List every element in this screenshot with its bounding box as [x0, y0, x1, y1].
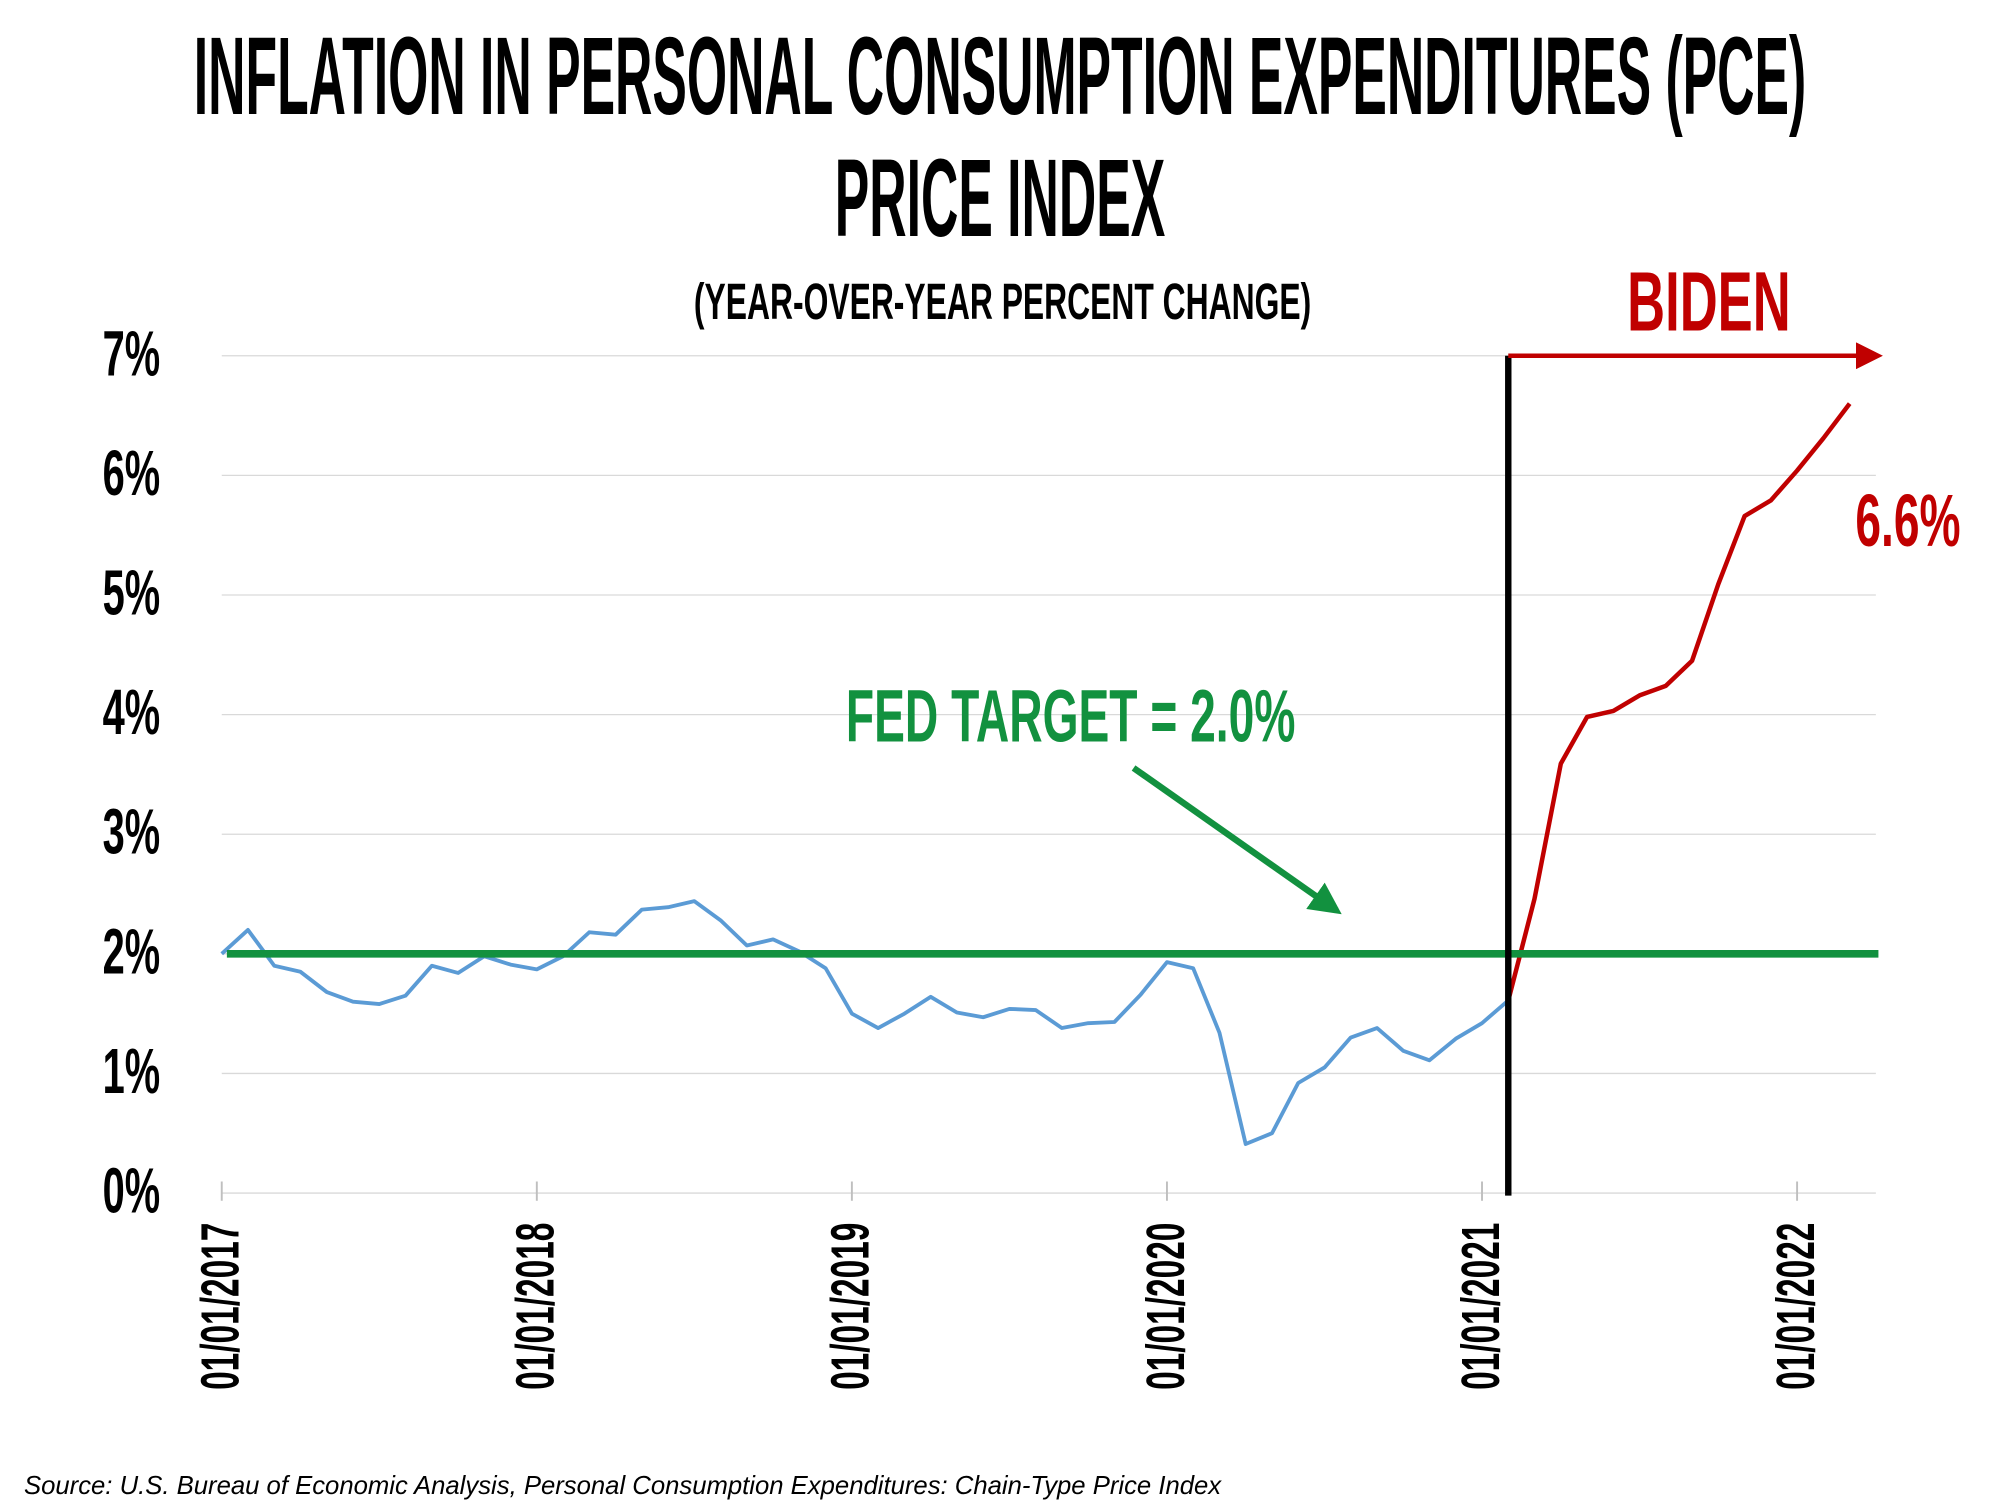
- x-tick-label: 01/01/2020: [1134, 1223, 1195, 1390]
- data-line: [220, 899, 1510, 1146]
- y-tick-label: 1%: [103, 1036, 161, 1107]
- y-tick-label: 5%: [103, 558, 161, 629]
- y-tick-label-group: 7%: [103, 319, 161, 390]
- data-line: [1506, 402, 1852, 1001]
- x-tick-label-group: 01/01/2017: [189, 1223, 250, 1390]
- y-tick-label: 3%: [103, 797, 161, 868]
- y-tick-label-group: 2%: [103, 917, 161, 988]
- y-tick-label: 6%: [103, 438, 161, 509]
- annotation-group: FED TARGET = 2.0%: [846, 675, 1295, 758]
- x-tick-label: 01/01/2018: [504, 1223, 565, 1390]
- x-tick-label-group: 01/01/2019: [819, 1223, 880, 1390]
- y-tick-label-group: 4%: [103, 678, 161, 749]
- y-tick-label-group: 0%: [103, 1156, 161, 1227]
- subtitle: (YEAR-OVER-YEAR PERCENT CHANGE): [694, 274, 1311, 332]
- chart-title: INFLATION IN PERSONAL CONSUMPTION EXPEND…: [193, 15, 1807, 260]
- annotation: FED TARGET = 2.0%: [846, 675, 1295, 758]
- annotation-group: BIDEN: [1627, 254, 1790, 349]
- y-tick-label: 7%: [103, 319, 161, 390]
- x-tick-label-group: 01/01/2018: [504, 1223, 565, 1390]
- subtitle-group: (YEAR-OVER-YEAR PERCENT CHANGE): [694, 274, 1311, 332]
- y-tick-label-group: 1%: [103, 1036, 161, 1107]
- target-arrow: [1131, 765, 1342, 915]
- x-tick-label: 01/01/2017: [189, 1223, 250, 1390]
- x-tick-label-group: 01/01/2020: [1134, 1223, 1195, 1390]
- x-tick-label-group: 01/01/2022: [1765, 1223, 1826, 1390]
- y-tick-label: 0%: [103, 1156, 161, 1227]
- annotation: 6.6%: [1855, 480, 1960, 563]
- x-tick-label: 01/01/2022: [1765, 1223, 1826, 1390]
- y-tick-label: 4%: [103, 678, 161, 749]
- annotation-group: 6.6%: [1855, 480, 1960, 563]
- annotation: BIDEN: [1627, 254, 1790, 349]
- x-tick-label: 01/01/2019: [819, 1223, 880, 1390]
- x-tick-label: 01/01/2021: [1450, 1223, 1511, 1390]
- y-tick-label: 2%: [103, 917, 161, 988]
- y-tick-label-group: 3%: [103, 797, 161, 868]
- y-tick-label-group: 5%: [103, 558, 161, 629]
- x-tick-label-group: 01/01/2021: [1450, 1223, 1511, 1390]
- source: Source: U.S. Bureau of Economic Analysis…: [24, 1472, 1222, 1500]
- y-tick-label-group: 6%: [103, 438, 161, 509]
